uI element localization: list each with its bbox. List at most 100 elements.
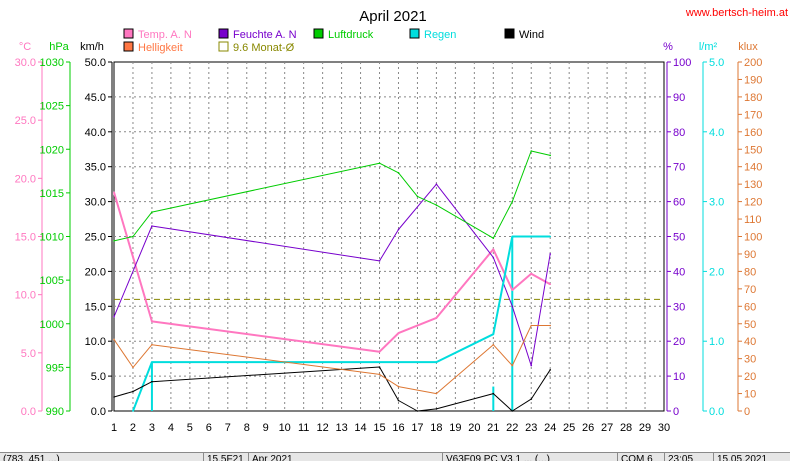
x-tick-label: 20 <box>468 422 480 434</box>
axis-tick-label-wind: 35.0 <box>85 162 106 174</box>
x-tick-label: 9 <box>263 422 269 434</box>
series-point-wind <box>378 366 381 368</box>
legend-swatch-9-6-monat <box>218 41 229 52</box>
axis-unit-pressure: hPa <box>49 41 69 53</box>
series-point-temp-a-n <box>549 283 552 285</box>
axis-tick-label-light: 120 <box>744 197 762 209</box>
legend-swatch-wind <box>504 28 515 39</box>
x-tick-label: 7 <box>225 422 231 434</box>
axis-tick-label-wind: 45.0 <box>85 92 106 104</box>
axis-tick-label-pressure: 1000 <box>40 319 64 331</box>
axis-tick-label-pressure: 1020 <box>40 144 64 156</box>
series-line-regen <box>132 235 551 412</box>
axis-tick-label-light: 90 <box>744 249 756 261</box>
axis-tick-label-wind: 5.0 <box>91 371 106 383</box>
series-point-feuchte-a-n <box>530 364 533 367</box>
axis-tick-label-pressure: 995 <box>46 362 64 374</box>
axis-tick-label-light: 20 <box>744 371 756 383</box>
status-cell-coords: (783, 451 ...) <box>3 454 60 461</box>
series-point-luftdruck <box>151 211 153 213</box>
series-point-regen <box>435 361 438 363</box>
series-line-temp-a-n <box>113 192 551 353</box>
x-tick-label: 3 <box>149 422 155 434</box>
axis-tick-label-wind: 50.0 <box>85 57 106 69</box>
chart-title: April 2021 <box>359 8 427 25</box>
axis-tick-label-rain: 3.0 <box>709 197 724 209</box>
axis-tick-label-temp: 15.0 <box>15 232 36 244</box>
series-point-helligkeit <box>397 385 400 388</box>
series-point-luftdruck <box>530 150 533 152</box>
legend-swatch-temp-a-n <box>123 28 134 39</box>
x-tick-label: 18 <box>430 422 442 434</box>
axis-tick-label-wind: 10.0 <box>85 336 106 348</box>
x-tick-label: 15 <box>373 422 385 434</box>
axis-tick-label-light: 110 <box>744 214 762 226</box>
series-point-feuchte-a-n <box>511 305 514 308</box>
series-point-helligkeit <box>511 364 514 367</box>
chart-legend: Temp. A. N Feuchte A. N Luftdruck Regen Wind… <box>123 28 544 54</box>
axis-tick-label-light: 30 <box>744 354 756 366</box>
axis-tick-label-wind: 0.0 <box>91 406 106 418</box>
axis-unit-humidity: % <box>663 41 673 53</box>
legend-label-temp-a-n: Temp. A. N <box>138 29 192 41</box>
axis-tick-label-light: 190 <box>744 74 762 86</box>
series-point-wind <box>113 396 115 398</box>
x-tick-label: 11 <box>298 422 309 434</box>
axis-tick-label-rain: 0.0 <box>709 406 724 418</box>
axis-tick-label-humidity: 0 <box>673 406 679 418</box>
series-point-wind <box>492 392 495 395</box>
series-point-wind <box>151 380 153 383</box>
axis-tick-label-temp: 0.0 <box>21 406 36 418</box>
series-point-wind <box>435 408 438 410</box>
x-tick-label: 21 <box>487 422 499 434</box>
series-point-wind <box>511 410 514 412</box>
legend-swatch-helligkeit <box>123 41 134 52</box>
legend-swatch-luftdruck <box>313 28 324 39</box>
axis-tick-label-light: 40 <box>744 336 756 348</box>
legend-swatch-regen <box>409 28 420 39</box>
series-point-temp-a-n <box>113 191 115 194</box>
website-link[interactable]: www.bertsch-heim.at <box>685 7 788 19</box>
axis-tick-label-light: 160 <box>744 127 762 139</box>
series-point-wind <box>416 410 419 412</box>
axis-tick-label-humidity: 100 <box>673 57 691 69</box>
series-point-wind <box>397 399 400 402</box>
x-tick-label: 1 <box>111 422 117 434</box>
series-point-temp-a-n <box>397 332 400 334</box>
axis-tick-label-light: 140 <box>744 162 762 174</box>
axis-tick-label-light: 130 <box>744 179 762 191</box>
axis-tick-label-temp: 25.0 <box>15 115 36 127</box>
series-point-luftdruck <box>416 195 419 198</box>
series-point-wind <box>530 398 533 400</box>
series-point-regen <box>492 333 495 336</box>
series-point-luftdruck <box>113 240 115 242</box>
series-point-helligkeit <box>530 324 533 327</box>
series-point-helligkeit <box>151 343 153 346</box>
legend-label-9-6-monat: 9.6 Monat-Ø <box>233 42 295 54</box>
status-cell-date: 15.05.2021 <box>713 453 790 461</box>
x-tick-label: 22 <box>506 422 518 434</box>
series-point-regen <box>511 235 514 238</box>
x-tick-label: 26 <box>582 422 594 434</box>
chart-grid <box>113 61 665 412</box>
x-tick-label: 27 <box>601 422 613 434</box>
legend-label-luftdruck: Luftdruck <box>328 29 374 41</box>
series-point-luftdruck <box>397 172 400 174</box>
axis-tick-label-temp: 30.0 <box>15 57 36 69</box>
series-point-feuchte-a-n <box>435 183 438 185</box>
axis-tick-label-humidity: 50 <box>673 232 685 244</box>
axis-tick-label-light: 0 <box>744 406 750 418</box>
series-point-feuchte-a-n <box>492 256 495 259</box>
axis-tick-label-pressure: 1005 <box>40 275 64 287</box>
axis-tick-label-wind: 20.0 <box>85 266 106 278</box>
axis-tick-label-humidity: 40 <box>673 266 685 278</box>
chart-series <box>113 150 664 412</box>
x-tick-label: 24 <box>544 422 556 434</box>
x-tick-label: 14 <box>354 422 366 434</box>
series-point-temp-a-n <box>530 272 533 275</box>
x-tick-label: 12 <box>316 422 328 434</box>
series-point-temp-a-n <box>492 248 495 251</box>
chart-axes: 1 2 3 4 5 6 7 8 9 10 11 12 13 14 15 16 17 18 19 20 21 22 23 24 2… <box>15 41 763 434</box>
axis-tick-label-light: 180 <box>744 92 762 104</box>
